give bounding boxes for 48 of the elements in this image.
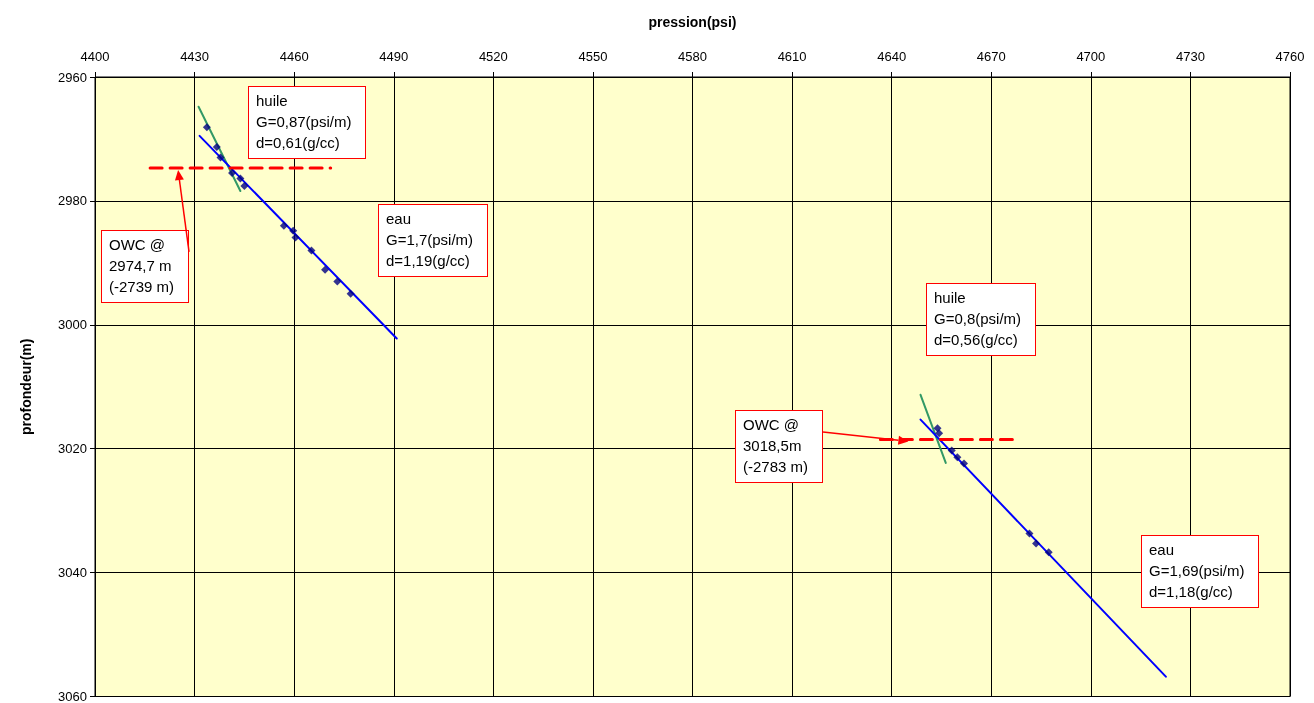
annotation: OWC @ 3018,5m (-2783 m) <box>735 410 824 483</box>
point <box>953 453 962 462</box>
x-tick-label: 4490 <box>379 49 409 64</box>
point <box>236 174 245 183</box>
x-axis-title: pression(psi) <box>648 14 737 30</box>
annotation: huile G=0,87(psi/m) d=0,61(g/cc) <box>248 86 367 159</box>
point <box>289 226 298 235</box>
y-tick-label: 2960 <box>58 69 87 85</box>
point <box>1044 548 1053 557</box>
annotation: eau G=1,69(psi/m) d=1,18(g/cc) <box>1141 535 1260 608</box>
x-tick-label: 4670 <box>976 49 1006 64</box>
y-tick-label: 2980 <box>58 193 87 209</box>
point <box>216 153 225 162</box>
point <box>1025 529 1034 538</box>
y-tick-label: 3020 <box>58 441 87 457</box>
x-tick-label: 4760 <box>1275 49 1305 64</box>
annotation: OWC @ 2974,7 m (-2739 m) <box>101 230 190 303</box>
point <box>279 221 288 230</box>
point <box>307 246 316 255</box>
x-tick-label: 4460 <box>279 49 309 64</box>
x-tick-label: 4640 <box>877 49 907 64</box>
point <box>346 289 355 298</box>
point <box>960 459 969 468</box>
x-tick-label: 4610 <box>777 49 807 64</box>
y-tick-label: 3060 <box>58 689 87 703</box>
y-tick-label: 3000 <box>58 317 87 333</box>
point <box>228 169 237 178</box>
point <box>291 233 300 242</box>
y-tick-label: 3040 <box>58 565 87 581</box>
annotation: eau G=1,7(psi/m) d=1,19(g/cc) <box>378 204 489 277</box>
x-tick-label: 4730 <box>1175 49 1205 64</box>
point <box>1032 539 1041 548</box>
point <box>212 143 221 151</box>
y-axis-title: profondeur(m) <box>18 338 34 435</box>
point <box>935 429 944 438</box>
x-tick-label: 4580 <box>678 49 707 64</box>
x-tick-label: 4700 <box>1076 49 1106 64</box>
x-tick-label: 4550 <box>578 49 608 64</box>
point <box>240 182 249 191</box>
x-tick-label: 4430 <box>180 49 210 64</box>
point <box>947 446 956 455</box>
point <box>333 277 342 286</box>
x-tick-label: 4520 <box>478 49 508 64</box>
point <box>321 265 330 274</box>
point <box>202 123 211 132</box>
point <box>933 424 942 433</box>
annotation: huile G=0,8(psi/m) d=0,56(g/cc) <box>926 283 1037 356</box>
x-tick-label: 4400 <box>80 49 110 64</box>
